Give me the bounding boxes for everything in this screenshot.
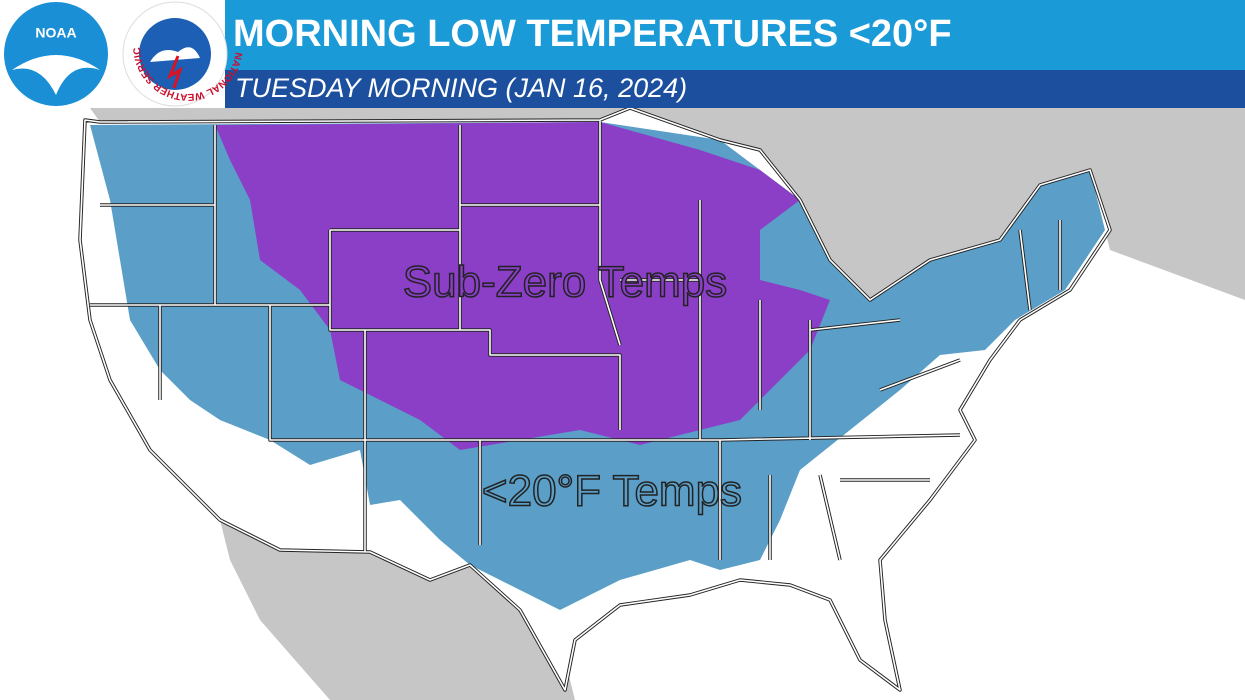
map-label: <20°F Temps: [482, 467, 742, 516]
nws-cloud: [150, 47, 200, 62]
map-label: Sub-Zero Temps: [403, 258, 727, 307]
subzero-area: [215, 122, 830, 450]
mexico: [220, 520, 575, 700]
noaa-bird: [12, 55, 100, 95]
noaa-logo: [4, 2, 108, 106]
state-borders: [78, 106, 1112, 692]
nws-bolt: [166, 55, 183, 89]
title: MORNING LOW TEMPERATURES <20°F: [233, 13, 952, 55]
subtitle: TUESDAY MORNING (JAN 16, 2024): [235, 73, 687, 103]
noaa-text: NOAA: [35, 25, 76, 41]
